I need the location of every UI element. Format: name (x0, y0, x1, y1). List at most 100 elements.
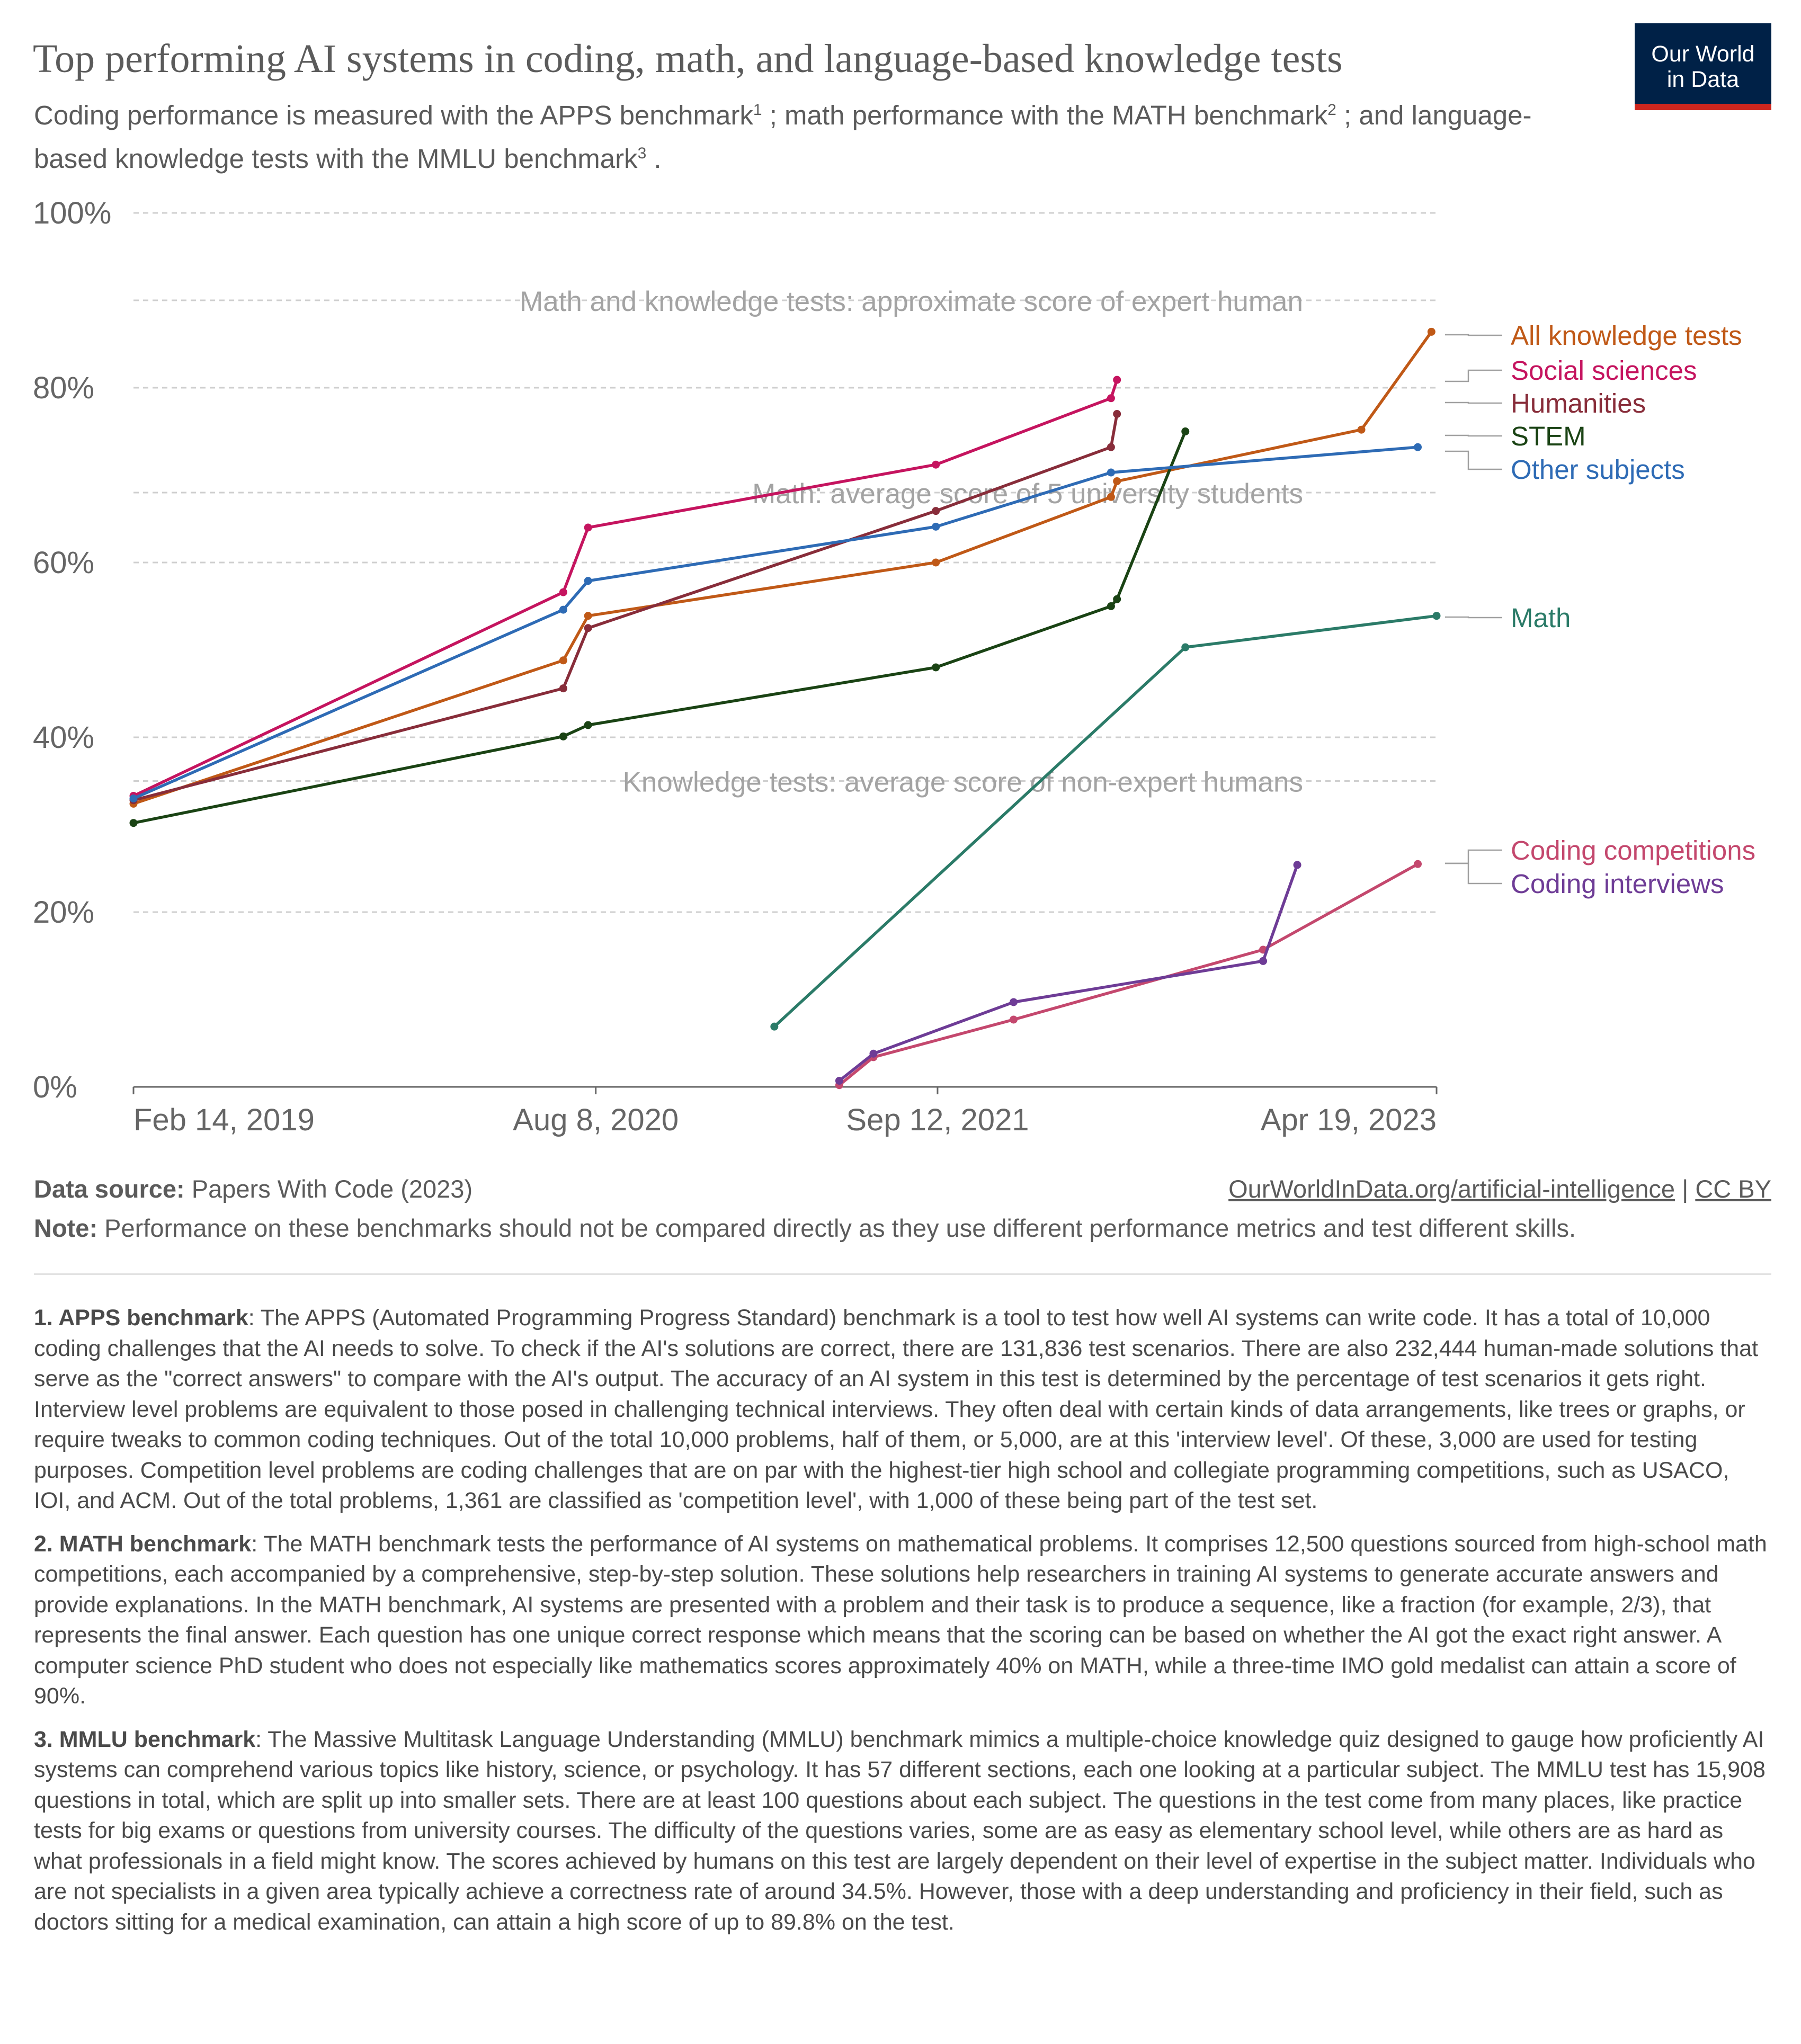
data-point (1293, 861, 1301, 869)
reference-line-label: Math: average score of 5 university stud… (752, 478, 1303, 510)
footnote-2: 2. MATH benchmark: The MATH benchmark te… (34, 1529, 1771, 1712)
data-point (1427, 327, 1436, 336)
series-line (132, 445, 1420, 800)
data-point (584, 624, 592, 632)
series-coding-interviews (835, 861, 1301, 1085)
reference-lines: Math and knowledge tests: approximate sc… (133, 286, 1437, 798)
footnote-text: : The APPS (Automated Programming Progre… (34, 1305, 1759, 1513)
data-point (1113, 376, 1121, 384)
chart-title: Top performing AI systems in coding, mat… (33, 37, 1343, 81)
footnote-ref-2[interactable]: 2 (1327, 101, 1336, 119)
footnote-text: : The MATH benchmark tests the performan… (34, 1531, 1767, 1709)
series-label: Math (1511, 603, 1571, 633)
data-point (835, 1076, 843, 1085)
logo-line: in Data (1666, 67, 1740, 92)
y-tick-label: 80% (33, 371, 94, 405)
note-text: Performance on these benchmarks should n… (104, 1214, 1576, 1242)
data-point (932, 460, 940, 469)
chart-footer: Data source: Papers With Code (2023) Not… (34, 1170, 1771, 1248)
series-label: Humanities (1511, 388, 1646, 418)
subtitle-part: ; math performance with the MATH benchma… (762, 100, 1328, 130)
data-point (559, 605, 567, 614)
series-stem (129, 427, 1190, 827)
y-tick-label: 20% (33, 895, 94, 930)
subtitle-part: ; and language-based knowledge tests wit… (34, 100, 1532, 174)
note-label: Note: (34, 1214, 98, 1242)
reference-line-label: Knowledge tests: average score of non-ex… (622, 767, 1303, 798)
data-point (559, 684, 567, 693)
subtitle-part: . (646, 144, 662, 174)
series-math (770, 612, 1441, 1031)
note: Note: Performance on these benchmarks sh… (34, 1209, 1771, 1248)
footnote-ref-1[interactable]: 1 (753, 101, 762, 119)
series-other-subjects (129, 443, 1422, 802)
data-point (932, 522, 940, 531)
data-point (584, 721, 592, 729)
line-chart: Math and knowledge tests: approximate sc… (33, 196, 1755, 1137)
footnote-3: 3. MMLU benchmark: The Massive Multitask… (34, 1725, 1771, 1938)
data-point (1107, 493, 1115, 501)
x-tick-label: Aug 8, 2020 (513, 1103, 679, 1137)
data-point (584, 612, 592, 620)
data-point (559, 732, 567, 740)
footnote-label: 3. MMLU benchmark (34, 1726, 256, 1752)
series-coding-competitions (835, 860, 1422, 1090)
data-point (770, 1022, 779, 1031)
data-point (129, 795, 138, 802)
data-point (584, 523, 592, 532)
series-humanities (129, 410, 1121, 805)
x-tick-label: Feb 14, 2019 (133, 1103, 315, 1137)
series-line (132, 412, 1119, 802)
label-connector (1445, 849, 1502, 864)
data-point (869, 1049, 878, 1058)
data-source-label: Data source: (34, 1175, 185, 1203)
data-point (129, 819, 138, 827)
series-layer (129, 327, 1441, 1090)
series-label: STEM (1511, 421, 1586, 451)
owid-logo[interactable]: Our World in Data (1635, 23, 1771, 110)
data-point (1181, 427, 1190, 435)
y-tick-label: 0% (33, 1070, 77, 1104)
data-point (1181, 643, 1190, 651)
data-point (584, 577, 592, 585)
footnote-ref-3[interactable]: 3 (637, 145, 647, 162)
data-point (1357, 425, 1366, 434)
label-connector (1445, 862, 1502, 885)
x-tick-label: Sep 12, 2021 (846, 1103, 1029, 1137)
data-point (932, 507, 940, 515)
data-source-text: Papers With Code (2023) (191, 1175, 473, 1203)
series-line (837, 862, 1420, 1087)
label-connector (1445, 450, 1502, 470)
data-point (1107, 443, 1115, 451)
divider (34, 1273, 1771, 1275)
data-point (1010, 1015, 1018, 1024)
data-point (1414, 443, 1422, 451)
footnotes: 1. APPS benchmark: The APPS (Automated P… (34, 1303, 1771, 1950)
data-point (1107, 468, 1115, 477)
owid-link[interactable]: OurWorldInData.org/artificial-intelligen… (1228, 1175, 1675, 1203)
chart-subtitle: Coding performance is measured with the … (34, 91, 1602, 178)
data-source: Data source: Papers With Code (2023) (34, 1170, 1771, 1209)
label-connector (1445, 616, 1502, 619)
license-link[interactable]: CC BY (1695, 1175, 1771, 1203)
data-point (1414, 860, 1422, 868)
series-social-sciences (129, 376, 1121, 800)
data-point (1259, 957, 1268, 965)
reference-line-label: Math and knowledge tests: approximate sc… (520, 286, 1303, 317)
series-label: Other subjects (1511, 454, 1685, 485)
data-point (932, 663, 940, 672)
y-tick-label: 60% (33, 546, 94, 580)
data-point (932, 558, 940, 567)
data-point (1107, 394, 1115, 403)
footnote-1: 1. APPS benchmark: The APPS (Automated P… (34, 1303, 1771, 1516)
data-point (1107, 602, 1115, 610)
data-point (1432, 612, 1441, 620)
data-point (559, 656, 567, 665)
series-label: All knowledge tests (1511, 320, 1742, 351)
footnote-label: 2. MATH benchmark (34, 1531, 252, 1557)
logo-line: Our World (1651, 41, 1755, 67)
data-point (1113, 595, 1121, 603)
axes: 0% 20% 40% 60% 80% 100% Feb 14, 2019 Aug 8, 202… (33, 196, 1438, 1137)
separator: | (1682, 1175, 1689, 1203)
footnote-text: : The Massive Multitask Language Underst… (34, 1726, 1766, 1935)
